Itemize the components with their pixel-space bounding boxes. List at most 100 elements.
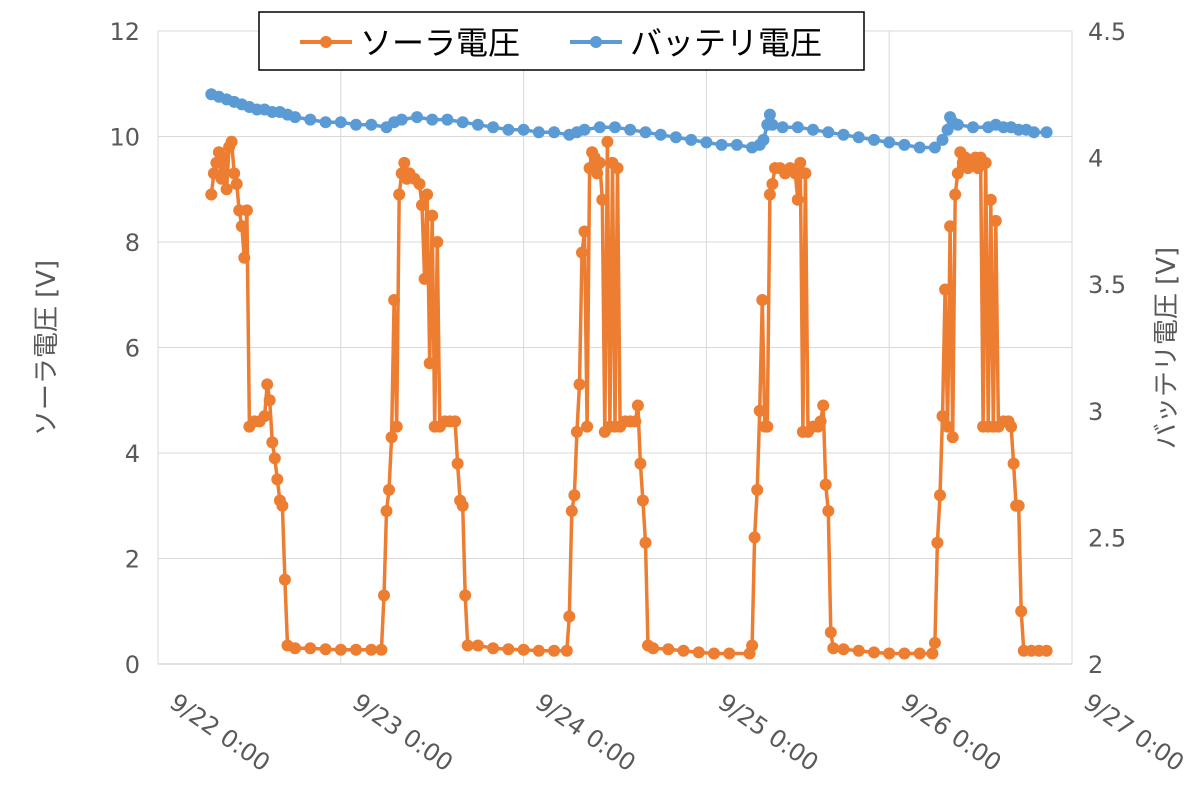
data-point-solar xyxy=(380,505,393,517)
legend-box xyxy=(258,11,865,71)
data-point-solar xyxy=(1005,420,1018,433)
data-point-solar xyxy=(240,204,253,217)
series-battery xyxy=(205,88,1053,154)
data-point-solar xyxy=(662,643,675,656)
data-point-solar xyxy=(451,457,464,470)
data-point-solar xyxy=(416,199,428,212)
data-point-solar xyxy=(1015,605,1028,618)
data-point-solar xyxy=(268,452,281,465)
data-point-solar xyxy=(1040,644,1053,657)
data-point-solar xyxy=(266,436,279,449)
data-point-solar xyxy=(799,167,812,180)
legend-label-solar: ソーラ電圧 xyxy=(360,24,520,62)
data-point-battery xyxy=(334,116,347,129)
y-right-tick-label: 4 xyxy=(1088,145,1103,173)
data-point-solar xyxy=(819,478,832,491)
data-point-solar xyxy=(487,642,500,655)
data-point-battery xyxy=(951,118,964,131)
data-point-battery xyxy=(936,133,949,146)
data-point-battery xyxy=(654,128,667,141)
data-point-battery xyxy=(730,138,743,151)
data-point-solar xyxy=(1012,499,1025,512)
data-point-solar xyxy=(573,378,586,391)
data-point-battery xyxy=(715,138,728,151)
data-point-battery xyxy=(471,118,484,131)
data-point-solar xyxy=(456,499,469,512)
data-point-battery xyxy=(685,133,698,146)
data-point-battery xyxy=(593,121,606,134)
data-point-solar xyxy=(723,647,736,660)
data-point-solar xyxy=(365,643,378,656)
data-point-solar xyxy=(941,420,954,433)
data-point-battery xyxy=(578,123,591,136)
data-point-battery xyxy=(807,123,819,136)
data-point-solar xyxy=(647,642,660,655)
data-point-solar xyxy=(926,647,939,660)
data-point-battery xyxy=(837,128,850,141)
data-point-battery xyxy=(456,116,469,129)
data-point-battery xyxy=(487,121,500,134)
data-point-solar xyxy=(794,156,807,169)
data-point-solar xyxy=(931,536,944,549)
data-point-battery xyxy=(395,113,408,126)
data-point-solar xyxy=(591,167,604,180)
data-point-solar xyxy=(215,172,228,185)
y-left-axis-title: ソーラ電圧 [V] xyxy=(32,260,62,436)
data-point-solar xyxy=(791,193,804,206)
data-point-solar xyxy=(756,294,769,306)
data-point-battery xyxy=(624,123,637,136)
data-point-solar xyxy=(1007,457,1020,470)
data-point-battery xyxy=(1027,126,1040,139)
data-point-solar xyxy=(631,399,644,412)
data-point-battery xyxy=(883,136,896,149)
data-point-battery xyxy=(852,131,865,144)
data-point-battery xyxy=(441,113,454,126)
y-left-tick-label: 0 xyxy=(125,651,140,679)
data-point-solar xyxy=(461,639,474,652)
data-point-battery xyxy=(757,133,770,146)
data-point-battery xyxy=(350,118,362,131)
data-point-solar xyxy=(398,156,411,169)
data-point-solar xyxy=(593,156,606,169)
data-point-solar xyxy=(413,178,426,190)
data-point-solar xyxy=(748,531,761,544)
data-point-solar xyxy=(378,589,390,602)
data-point-solar xyxy=(677,644,690,657)
data-point-solar xyxy=(951,167,964,180)
data-point-battery xyxy=(766,118,779,131)
data-point-solar xyxy=(639,536,652,549)
data-point-solar xyxy=(708,647,720,660)
data-point-battery xyxy=(763,108,776,121)
legend-entry-solar: ソーラ電圧 xyxy=(300,24,520,62)
data-point-solar xyxy=(565,505,578,517)
y-right-tick-label: 3.5 xyxy=(1088,271,1126,299)
data-point-solar xyxy=(817,399,830,412)
data-point-solar xyxy=(563,610,576,623)
data-point-battery xyxy=(776,121,789,134)
data-point-battery xyxy=(319,116,332,129)
y-left-tick-label: 10 xyxy=(109,124,140,152)
data-point-solar xyxy=(570,425,583,438)
data-point-solar xyxy=(421,188,434,201)
data-point-solar xyxy=(334,643,347,656)
data-point-solar xyxy=(218,151,230,164)
legend-swatch-marker-battery xyxy=(590,36,602,48)
data-point-battery xyxy=(289,111,302,124)
data-point-battery xyxy=(928,141,941,154)
data-point-solar xyxy=(390,420,403,433)
data-point-solar xyxy=(934,489,946,502)
data-point-solar xyxy=(611,162,624,175)
data-point-solar xyxy=(560,644,573,657)
data-point-battery xyxy=(639,126,652,139)
data-point-solar xyxy=(205,188,218,201)
data-point-battery xyxy=(548,126,561,139)
series-solar xyxy=(205,135,1053,660)
data-point-solar xyxy=(601,135,614,148)
data-point-solar xyxy=(581,420,594,433)
data-point-solar xyxy=(230,178,243,190)
data-point-solar xyxy=(946,431,959,444)
y-right-tick-label: 4.5 xyxy=(1088,18,1126,46)
